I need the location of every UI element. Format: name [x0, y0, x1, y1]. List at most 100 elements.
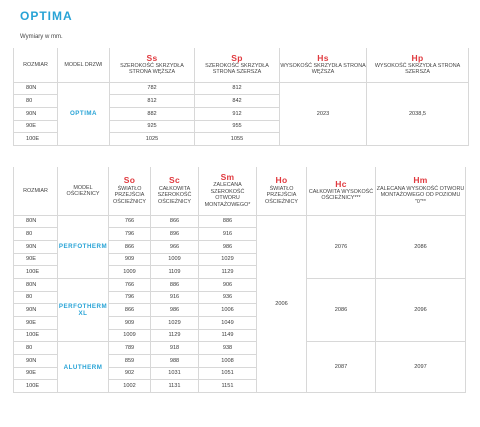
header-sm: Sm ZALECANA SZEROKOŚĆ OTWORU MONTAŻOWEGO* — [198, 167, 257, 216]
hp-cell: 2038,5 — [366, 81, 469, 146]
so-cell: 796 — [108, 227, 151, 241]
so-cell: 902 — [108, 366, 151, 381]
size-cell: 100E — [13, 328, 58, 343]
header-sc: Sc CAŁKOWITA SZEROKOŚĆ OŚCIEŻNICY — [150, 167, 199, 216]
sm-cell: 916 — [198, 227, 257, 241]
sm-cell: 906 — [198, 277, 257, 292]
units-note: Wymiary w mm. — [20, 34, 63, 40]
size-cell: 90N — [13, 354, 58, 368]
sc-cell: 986 — [150, 303, 199, 317]
header-hs: Hs WYSOKOŚĆ SKRZYDŁA STRONA WĘŻSZA — [279, 48, 367, 83]
sc-cell: 866 — [150, 214, 199, 229]
header-model-drzwi: MODEL DRZWI — [57, 48, 110, 83]
sp-cell: 842 — [194, 94, 280, 108]
so-cell: 796 — [108, 290, 151, 305]
sm-cell: 1129 — [198, 265, 257, 279]
so-cell: 766 — [108, 277, 151, 292]
sm-cell: 1008 — [198, 354, 257, 368]
header-hp: Hp WYSOKOŚĆ SKRZYDŁA STRONA SZERSZA — [366, 48, 469, 83]
so-cell: 789 — [108, 341, 151, 356]
sm-cell: 1051 — [198, 366, 257, 381]
sc-cell: 1131 — [150, 379, 199, 394]
header-hc: Hc CAŁKOWITA WYSOKOŚĆ OŚCIEŻNICY*** — [306, 167, 376, 216]
sc-cell: 886 — [150, 277, 199, 292]
so-cell: 909 — [108, 252, 151, 267]
frame-model-cell: PERFOTHERM — [57, 214, 109, 279]
header-rozmiar: ROZMIAR — [13, 48, 58, 83]
size-cell: 100E — [13, 132, 58, 146]
ss-cell: 812 — [109, 94, 195, 108]
ss-cell: 782 — [109, 81, 195, 96]
size-cell: 90N — [13, 239, 58, 254]
sm-cell: 936 — [198, 290, 257, 305]
size-cell: 80N — [13, 277, 58, 292]
header-rozmiar: ROZMIAR — [13, 167, 58, 216]
hc-cell: 2076 — [306, 214, 376, 279]
sc-cell: 1129 — [150, 328, 199, 343]
size-cell: 80 — [13, 227, 58, 241]
hm-cell: 2096 — [375, 277, 466, 343]
ho-cell: 2006 — [256, 214, 307, 394]
sc-cell: 1109 — [150, 265, 199, 279]
sm-cell: 1151 — [198, 379, 257, 394]
sc-cell: 1029 — [150, 316, 199, 330]
so-cell: 866 — [108, 303, 151, 317]
sm-cell: 1049 — [198, 316, 257, 330]
sm-cell: 938 — [198, 341, 257, 356]
size-cell: 80 — [13, 341, 58, 356]
sc-cell: 966 — [150, 239, 199, 254]
hc-cell: 2087 — [306, 341, 376, 394]
frame-dimensions-table: ROZMIAR MODEL OŚCIEŻNICY So ŚWIATŁO PRZEJ… — [13, 167, 466, 394]
sc-cell: 988 — [150, 354, 199, 368]
so-cell: 909 — [108, 316, 151, 330]
hm-cell: 2097 — [375, 341, 466, 394]
size-cell: 80 — [13, 290, 58, 305]
sp-cell: 1055 — [194, 132, 280, 146]
so-cell: 1009 — [108, 328, 151, 343]
ss-cell: 1025 — [109, 132, 195, 146]
size-cell: 80N — [13, 81, 58, 96]
sc-cell: 916 — [150, 290, 199, 305]
size-cell: 80 — [13, 94, 58, 108]
hm-cell: 2086 — [375, 214, 466, 279]
header-ho: Ho ŚWIATŁO PRZEJŚCIA OŚCIEŻNICY — [256, 167, 307, 216]
hc-cell: 2086 — [306, 277, 376, 343]
size-cell: 90E — [13, 119, 58, 134]
sm-cell: 986 — [198, 239, 257, 254]
size-cell: 90N — [13, 303, 58, 317]
sp-cell: 812 — [194, 81, 280, 96]
size-cell: 90E — [13, 252, 58, 267]
page-title: OPTIMA — [20, 9, 73, 23]
so-cell: 859 — [108, 354, 151, 368]
size-cell: 90N — [13, 106, 58, 121]
hs-cell: 2023 — [279, 81, 367, 146]
size-cell: 100E — [13, 379, 58, 394]
sm-cell: 886 — [198, 214, 257, 229]
header-hm: Hm ZALECANA WYSOKOŚĆ OTWORU MONTAŻOWEGO O… — [375, 167, 466, 216]
header-so: So ŚWIATŁO PRZEJŚCIA OŚCIEŻNICY — [108, 167, 151, 216]
header-model-osciezncy: MODEL OŚCIEŻNICY — [57, 167, 109, 216]
size-cell: 90E — [13, 316, 58, 330]
frame-model-cell: ALUTHERM — [57, 341, 109, 394]
so-cell: 866 — [108, 239, 151, 254]
door-dimensions-table: ROZMIAR MODEL DRZWI Ss SZEROKOŚĆ SKRZYDŁA… — [13, 48, 469, 146]
sc-cell: 1031 — [150, 366, 199, 381]
sp-cell: 912 — [194, 106, 280, 121]
so-cell: 1002 — [108, 379, 151, 394]
sm-cell: 1006 — [198, 303, 257, 317]
frame-model-cell: PERFOTHERM XL — [57, 277, 109, 343]
sm-cell: 1149 — [198, 328, 257, 343]
header-ss: Ss SZEROKOŚĆ SKRZYDŁA STRONA WĘŻSZA — [109, 48, 195, 83]
door-model-cell: OPTIMA — [57, 81, 110, 146]
so-cell: 1009 — [108, 265, 151, 279]
sc-cell: 1009 — [150, 252, 199, 267]
sm-cell: 1029 — [198, 252, 257, 267]
sc-cell: 896 — [150, 227, 199, 241]
so-cell: 766 — [108, 214, 151, 229]
size-cell: 90E — [13, 366, 58, 381]
header-sp: Sp SZEROKOŚĆ SKRZYDŁA STRONA SZERSZA — [194, 48, 280, 83]
sp-cell: 955 — [194, 119, 280, 134]
ss-cell: 882 — [109, 106, 195, 121]
ss-cell: 925 — [109, 119, 195, 134]
size-cell: 80N — [13, 214, 58, 229]
